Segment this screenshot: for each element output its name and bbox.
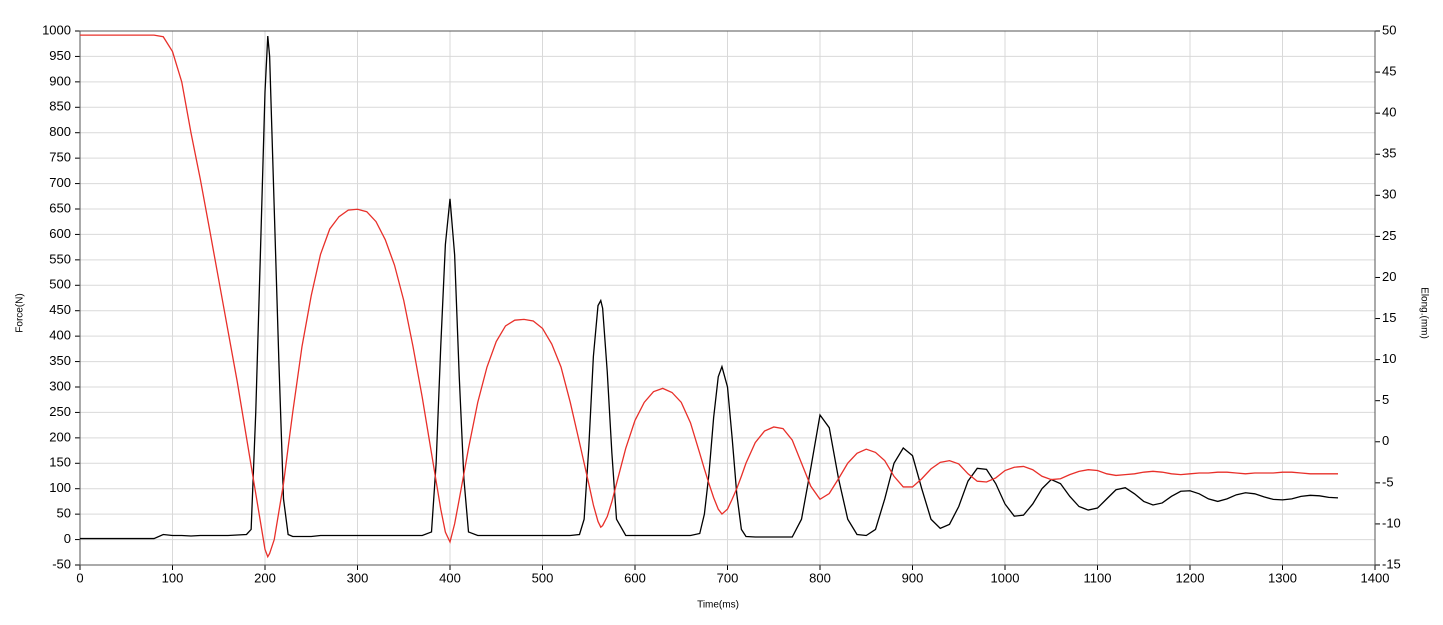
x-tick-label: 400 [439, 570, 461, 585]
x-tick-label: 1200 [1176, 570, 1205, 585]
y-tick-label: 650 [49, 200, 71, 215]
y-tick-label: 550 [49, 251, 71, 266]
x-tick-label: 1400 [1361, 570, 1390, 585]
x-tick-label: 600 [624, 570, 646, 585]
y-tick-label: 150 [49, 455, 71, 470]
y-tick-label: -50 [52, 556, 71, 571]
y-tick-label: 600 [49, 226, 71, 241]
y2-tick-label: 35 [1382, 146, 1396, 161]
x-axis-label: Time(ms) [697, 600, 739, 611]
y2-tick-label: -10 [1382, 515, 1401, 530]
x-tick-label: 0 [76, 570, 83, 585]
x-tick-label: 1300 [1268, 570, 1297, 585]
x-tick-label: 500 [532, 570, 554, 585]
y-tick-label: 400 [49, 328, 71, 343]
x-tick-label: 800 [809, 570, 831, 585]
y-tick-label: 1000 [42, 22, 71, 37]
y-tick-label: 50 [57, 506, 71, 521]
y-tick-label: 300 [49, 378, 71, 393]
y-tick-label: 0 [64, 531, 71, 546]
y-tick-label: 350 [49, 353, 71, 368]
y2-tick-label: 10 [1382, 351, 1396, 366]
y2-axis-label: Elong.(mm) [1418, 287, 1429, 339]
y-tick-label: 450 [49, 302, 71, 317]
y-tick-label: 100 [49, 480, 71, 495]
y-tick-label: 950 [49, 48, 71, 63]
y2-tick-label: 45 [1382, 64, 1396, 79]
y-tick-label: 850 [49, 99, 71, 114]
line-series [80, 36, 1339, 540]
x-tick-label: 300 [347, 570, 369, 585]
y-tick-label: 900 [49, 73, 71, 88]
y2-tick-label: 0 [1382, 433, 1389, 448]
y-axis-label: Force(N) [15, 293, 26, 332]
plot-border [79, 30, 1376, 566]
y2-tick-label: 50 [1382, 22, 1396, 37]
x-tick-label: 900 [902, 570, 924, 585]
y2-tick-label: 40 [1382, 105, 1396, 120]
line-series [80, 34, 1338, 559]
y-tick-label: 750 [49, 150, 71, 165]
x-tick-label: 1000 [991, 570, 1020, 585]
y-tick-label: 500 [49, 277, 71, 292]
y2-tick-label: -5 [1382, 474, 1394, 489]
y2-tick-label: -15 [1382, 556, 1401, 571]
x-tick-label: 200 [254, 570, 276, 585]
y-tick-label: 250 [49, 404, 71, 419]
y2-tick-label: 20 [1382, 269, 1396, 284]
y-tick-label: 700 [49, 175, 71, 190]
y2-tick-label: 15 [1382, 310, 1396, 325]
y-tick-label: 200 [49, 429, 71, 444]
x-tick-label: 100 [162, 570, 184, 585]
x-tick-label: 1100 [1084, 570, 1112, 585]
y2-tick-label: 5 [1382, 392, 1389, 407]
x-tick-label: 700 [717, 570, 739, 585]
y2-tick-label: 25 [1382, 228, 1396, 243]
y-tick-label: 800 [49, 124, 71, 139]
y2-tick-label: 30 [1382, 187, 1396, 202]
